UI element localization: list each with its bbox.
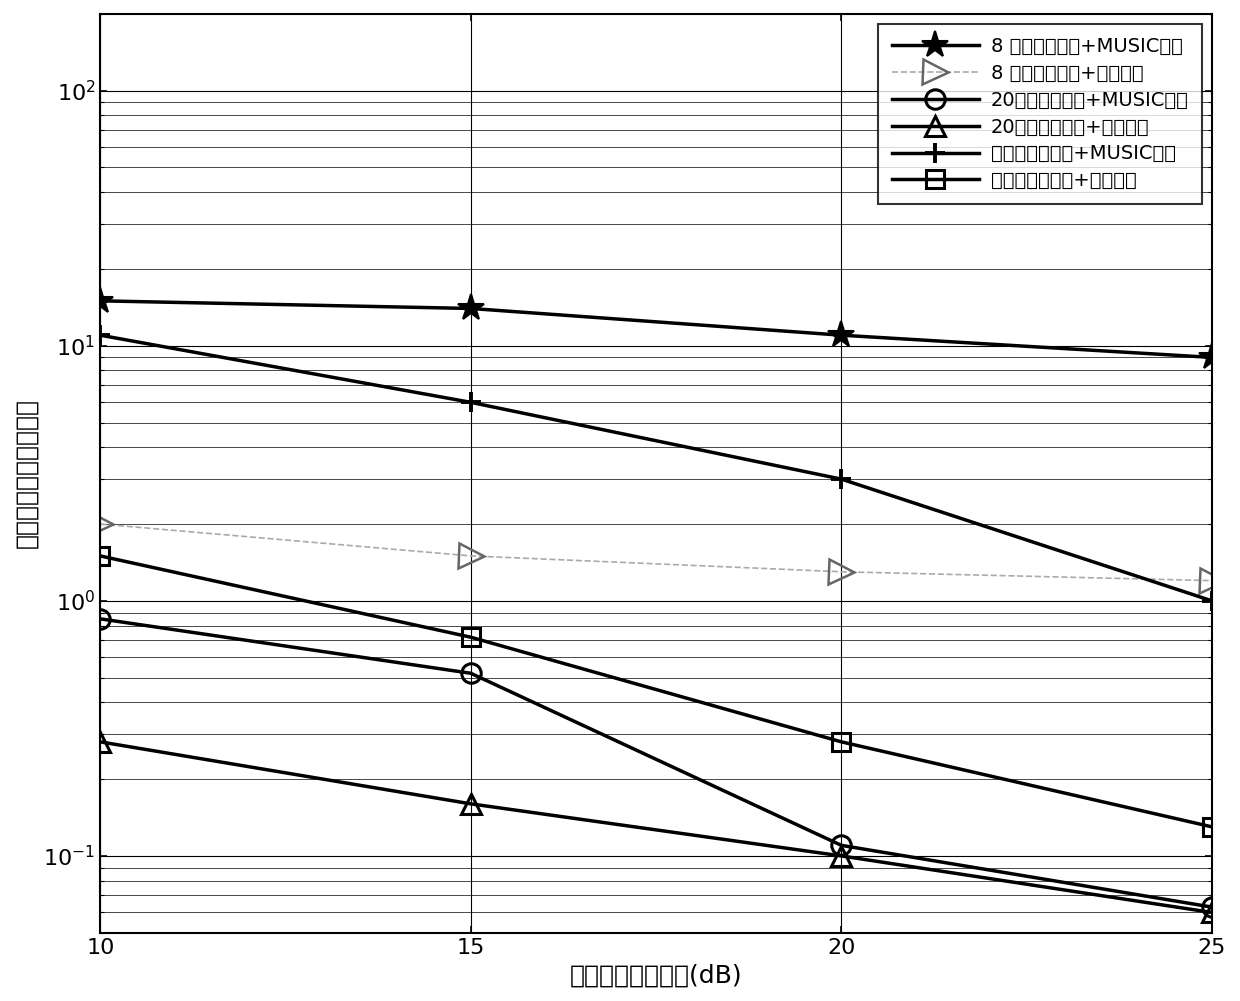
8 阵元均匀线阵+MUSIC方法	[835, 329, 849, 341]
所提分布式阵列+所提方法	[1204, 821, 1219, 833]
20阵元均匀线阵+所提方法	[1204, 907, 1219, 919]
所提分布式阵列+MUSIC算法	[93, 329, 108, 341]
8 阵元均匀线阵+MUSIC方法	[1204, 351, 1219, 363]
所提分布式阵列+所提方法	[835, 736, 849, 748]
Y-axis label: 测角均方根误差（度）: 测角均方根误差（度）	[14, 398, 38, 549]
所提分布式阵列+MUSIC算法	[1204, 595, 1219, 607]
Legend: 8 阵元均匀线阵+MUSIC方法, 8 阵元均匀线阵+所提方法, 20阵元均匀线阵+MUSIC算法, 20阵元均匀线阵+所提方法, 所提分布式阵列+MUSIC算: 8 阵元均匀线阵+MUSIC方法, 8 阵元均匀线阵+所提方法, 20阵元均匀线…	[878, 24, 1203, 204]
20阵元均匀线阵+所提方法	[93, 736, 108, 748]
20阵元均匀线阵+MUSIC算法	[93, 613, 108, 625]
所提分布式阵列+所提方法	[93, 550, 108, 562]
8 阵元均匀线阵+所提方法	[464, 550, 479, 562]
20阵元均匀线阵+所提方法	[835, 850, 849, 862]
8 阵元均匀线阵+MUSIC方法	[464, 302, 479, 314]
20阵元均匀线阵+所提方法	[464, 798, 479, 810]
Line: 8 阵元均匀线阵+MUSIC方法: 8 阵元均匀线阵+MUSIC方法	[87, 287, 1226, 371]
20阵元均匀线阵+MUSIC算法	[464, 668, 479, 680]
所提分布式阵列+MUSIC算法	[835, 473, 849, 485]
所提分布式阵列+MUSIC算法	[464, 396, 479, 408]
20阵元均匀线阵+MUSIC算法	[835, 840, 849, 852]
所提分布式阵列+所提方法	[464, 632, 479, 644]
8 阵元均匀线阵+MUSIC方法	[93, 295, 108, 307]
Line: 8 阵元均匀线阵+所提方法: 8 阵元均匀线阵+所提方法	[88, 512, 1224, 594]
8 阵元均匀线阵+所提方法	[835, 566, 849, 578]
8 阵元均匀线阵+所提方法	[1204, 575, 1219, 587]
Line: 20阵元均匀线阵+MUSIC算法: 20阵元均匀线阵+MUSIC算法	[91, 610, 1221, 917]
Line: 所提分布式阵列+所提方法: 所提分布式阵列+所提方法	[92, 547, 1221, 836]
Line: 20阵元均匀线阵+所提方法: 20阵元均匀线阵+所提方法	[91, 732, 1221, 922]
20阵元均匀线阵+MUSIC算法	[1204, 901, 1219, 913]
8 阵元均匀线阵+所提方法	[93, 519, 108, 531]
X-axis label: 相干积累后信噪比(dB): 相干积累后信噪比(dB)	[569, 963, 743, 987]
Line: 所提分布式阵列+MUSIC算法: 所提分布式阵列+MUSIC算法	[89, 324, 1223, 612]
